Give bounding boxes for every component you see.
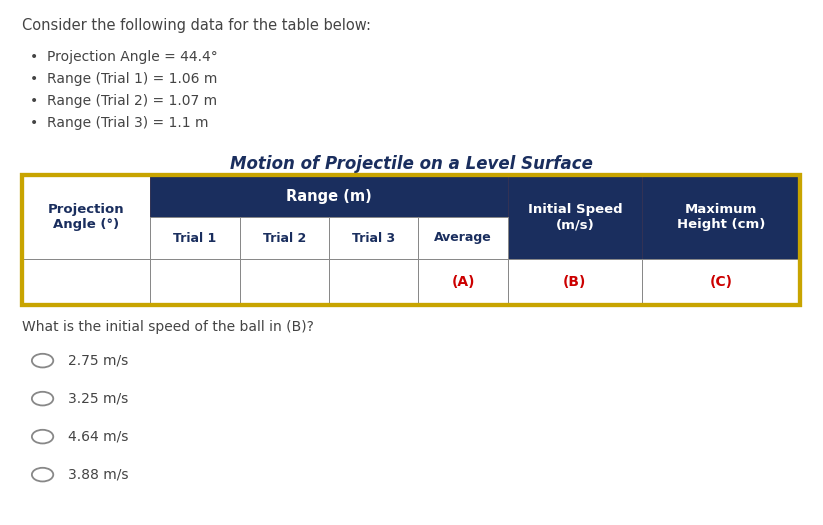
Bar xyxy=(239,259,329,305)
Text: •  Range (Trial 1) = 1.06 m: • Range (Trial 1) = 1.06 m xyxy=(30,72,217,86)
Text: Consider the following data for the table below:: Consider the following data for the tabl… xyxy=(22,18,371,33)
Text: Trial 3: Trial 3 xyxy=(352,232,395,245)
Text: 4.64 m/s: 4.64 m/s xyxy=(68,429,128,444)
Text: 3.25 m/s: 3.25 m/s xyxy=(68,392,128,406)
Text: Maximum
Height (cm): Maximum Height (cm) xyxy=(677,203,765,231)
Bar xyxy=(151,259,239,305)
Bar xyxy=(22,175,151,259)
Text: (A): (A) xyxy=(451,275,475,289)
Text: 2.75 m/s: 2.75 m/s xyxy=(68,354,128,368)
Bar xyxy=(642,259,800,305)
Text: •  Range (Trial 3) = 1.1 m: • Range (Trial 3) = 1.1 m xyxy=(30,116,208,130)
Bar xyxy=(642,175,800,259)
Text: (B): (B) xyxy=(563,275,587,289)
Bar xyxy=(508,259,642,305)
Text: 3.88 m/s: 3.88 m/s xyxy=(68,468,128,481)
Text: Motion of Projectile on a Level Surface: Motion of Projectile on a Level Surface xyxy=(230,155,593,173)
Bar xyxy=(22,175,800,305)
Text: Range (m): Range (m) xyxy=(286,188,372,204)
Text: What is the initial speed of the ball in (B)?: What is the initial speed of the ball in… xyxy=(22,320,314,334)
Bar xyxy=(418,259,508,305)
Text: Average: Average xyxy=(435,232,492,245)
Text: (C): (C) xyxy=(709,275,732,289)
Bar xyxy=(508,175,642,259)
Bar xyxy=(151,217,239,259)
Bar xyxy=(22,259,151,305)
Bar xyxy=(239,217,329,259)
Bar xyxy=(329,259,418,305)
Bar xyxy=(22,175,800,305)
Bar xyxy=(329,217,418,259)
Text: Trial 2: Trial 2 xyxy=(263,232,306,245)
Text: •  Range (Trial 2) = 1.07 m: • Range (Trial 2) = 1.07 m xyxy=(30,94,217,108)
Text: •  Projection Angle = 44.4°: • Projection Angle = 44.4° xyxy=(30,50,218,64)
Text: Projection
Angle (°): Projection Angle (°) xyxy=(48,203,124,231)
Bar xyxy=(418,217,508,259)
Bar xyxy=(151,175,508,217)
Text: Trial 1: Trial 1 xyxy=(174,232,216,245)
Text: Initial Speed
(m/s): Initial Speed (m/s) xyxy=(528,203,622,231)
